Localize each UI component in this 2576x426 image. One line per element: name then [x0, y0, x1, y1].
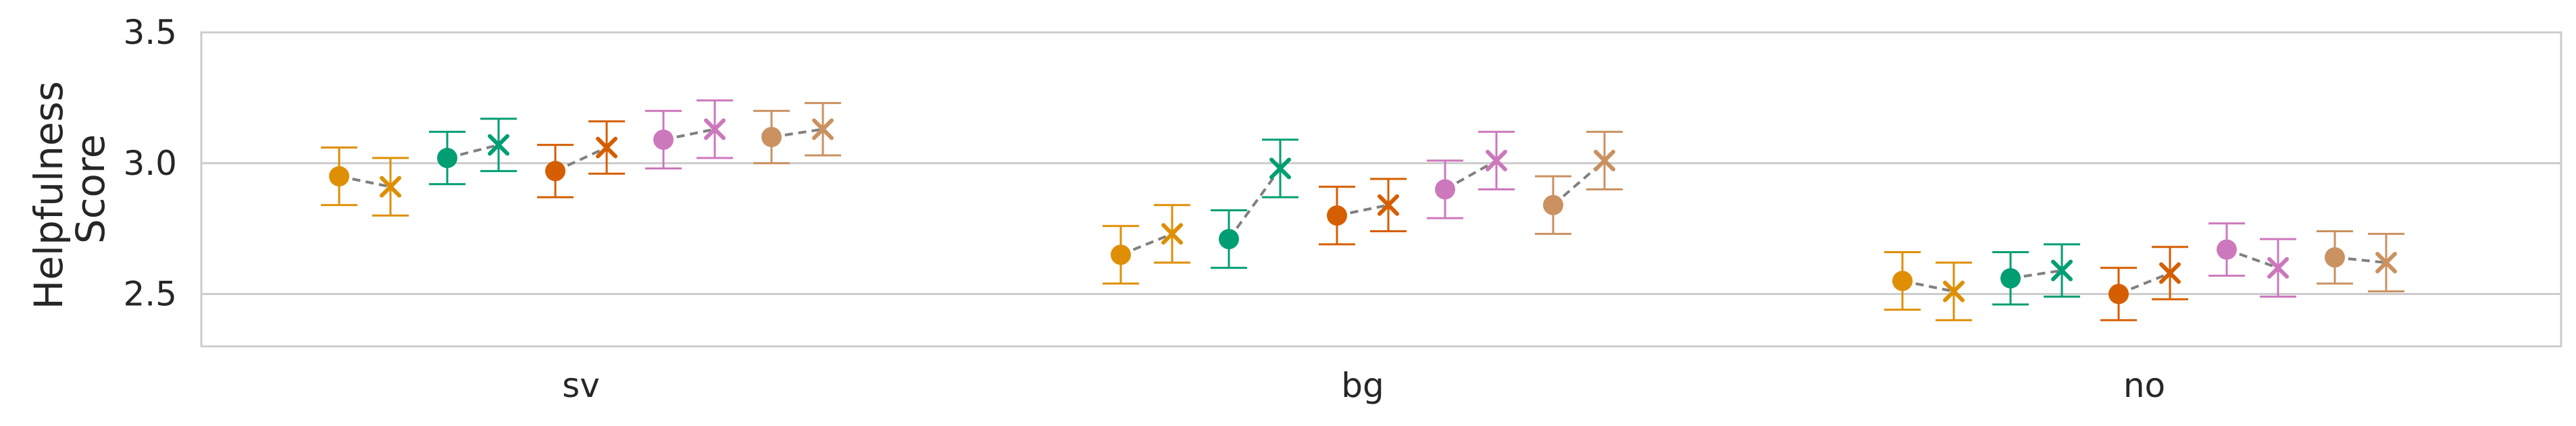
pair-connector	[555, 146, 607, 173]
circle-marker	[1892, 271, 1913, 292]
x-marker	[812, 118, 834, 140]
circle-marker	[1435, 179, 1455, 200]
circle-marker	[545, 161, 565, 182]
pair-connector	[2226, 248, 2279, 269]
data-marks	[321, 99, 2404, 321]
marker-pair	[753, 102, 841, 165]
pair-connector	[1336, 203, 1389, 217]
circle-marker	[437, 148, 457, 168]
marker-pair	[1103, 204, 1190, 285]
circle-marker	[1543, 194, 1563, 215]
y-axis-title: Helpfulness Score	[26, 69, 113, 310]
marker-pair	[2100, 246, 2188, 321]
circle-marker	[329, 166, 349, 187]
marker-pair	[1884, 251, 1972, 321]
circle-marker	[1111, 244, 1131, 265]
marker-pair	[1427, 130, 1515, 219]
marker-pair	[645, 99, 733, 169]
x-marker	[1161, 223, 1183, 245]
circle-marker	[2325, 247, 2345, 268]
pair-connector	[1444, 159, 1497, 191]
pair-connector	[1902, 279, 1954, 293]
marker-pair	[1319, 178, 1407, 246]
circle-marker	[2217, 239, 2237, 260]
marker-pair	[1211, 138, 1298, 269]
marker-pair	[1992, 243, 2080, 306]
y-axis-title-line-2: Score	[68, 134, 113, 244]
pair-connector	[771, 128, 824, 138]
marker-pair	[2208, 222, 2296, 298]
circle-marker	[1327, 205, 1347, 226]
x-marker	[1378, 194, 1399, 216]
x-tick-label: bg	[1341, 366, 1384, 405]
x-marker	[2159, 262, 2181, 284]
pair-connector	[1120, 232, 1173, 257]
x-marker	[380, 176, 401, 198]
pair-connector	[663, 128, 715, 141]
x-marker	[1486, 149, 1507, 171]
plot-area-frame	[200, 31, 2562, 348]
x-tick-label: no	[2123, 366, 2165, 405]
y-tick-labels: 2.5 3.0 3.5	[123, 13, 177, 314]
x-tick-label: sv	[562, 366, 600, 405]
pair-connector	[2010, 269, 2063, 280]
circle-marker	[2108, 284, 2129, 304]
marker-pair	[429, 117, 517, 186]
y-tick-label: 3.0	[123, 144, 177, 183]
x-marker	[2051, 259, 2073, 282]
marker-pair	[2317, 230, 2404, 293]
pair-connector	[447, 143, 499, 159]
x-marker	[1594, 149, 1615, 171]
x-marker	[596, 136, 617, 159]
x-marker	[1269, 157, 1291, 180]
pair-connector	[2118, 271, 2171, 296]
x-marker	[704, 118, 726, 140]
y-axis-title-line-1: Helpfulness	[26, 81, 72, 309]
x-marker	[1943, 280, 1965, 302]
pair-connector	[1228, 167, 1282, 240]
x-tick-labels: sv bg no	[562, 366, 2165, 405]
x-marker	[2375, 252, 2397, 273]
circle-marker	[1219, 229, 1239, 250]
circle-marker	[653, 129, 674, 150]
circle-marker	[761, 127, 782, 147]
pair-connector	[338, 175, 391, 188]
x-marker	[2267, 257, 2289, 279]
marker-pair	[537, 120, 625, 198]
y-tick-label: 3.5	[123, 13, 177, 52]
marker-pair	[321, 147, 409, 217]
circle-marker	[2000, 268, 2021, 289]
marker-pair	[1535, 130, 1623, 235]
y-tick-label: 2.5	[123, 275, 177, 314]
pair-connector	[2334, 256, 2387, 264]
x-marker	[488, 134, 509, 156]
